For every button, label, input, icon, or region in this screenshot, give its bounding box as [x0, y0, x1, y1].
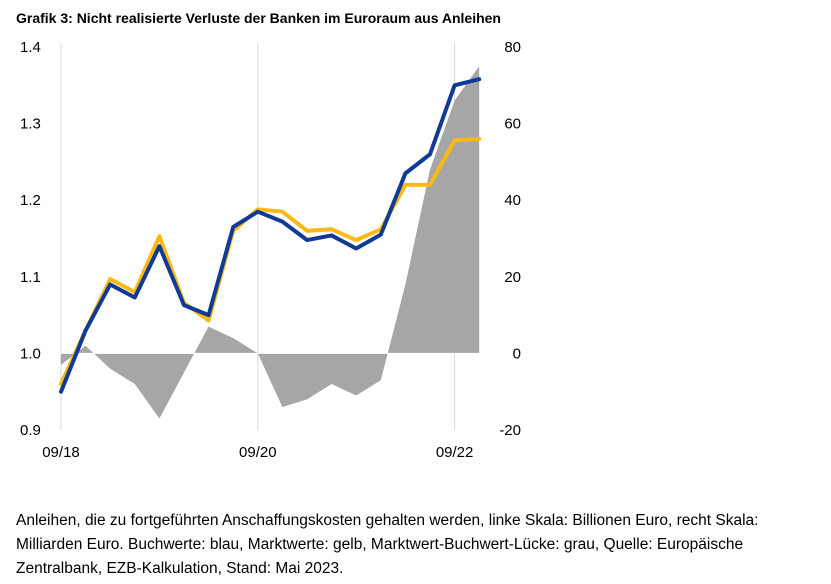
chart-title: Grafik 3: Nicht realisierte Verluste der… — [16, 10, 501, 26]
right-axis-ticks: -20 0 20 40 60 80 — [499, 39, 521, 439]
right-tick-label: 60 — [504, 116, 521, 133]
book-value-line — [59, 77, 482, 394]
left-tick-label: 1.4 — [20, 39, 41, 56]
x-tick-label: 09/22 — [436, 444, 474, 461]
right-tick-label: 0 — [513, 345, 521, 362]
left-tick-label: 0.9 — [20, 422, 41, 439]
x-axis-ticks: 09/18 09/20 09/22 — [42, 444, 473, 461]
right-tick-label: 80 — [504, 39, 521, 56]
series-lines — [59, 77, 482, 394]
x-tick-label: 09/20 — [239, 444, 277, 461]
left-axis-ticks: 0.9 1.0 1.1 1.2 1.3 1.4 — [20, 39, 41, 439]
market-value-line — [59, 136, 482, 387]
chart-note: Anleihen, die zu fortgeführten Anschaffu… — [16, 512, 759, 577]
left-tick-label: 1.1 — [20, 269, 41, 286]
right-tick-label: 20 — [504, 269, 521, 286]
left-tick-label: 1.3 — [20, 116, 41, 133]
right-tick-label: -20 — [499, 422, 521, 439]
left-tick-label: 1.0 — [20, 345, 41, 362]
left-tick-label: 1.2 — [20, 192, 41, 209]
right-tick-label: 40 — [504, 192, 521, 209]
x-tick-label: 09/18 — [42, 444, 80, 461]
